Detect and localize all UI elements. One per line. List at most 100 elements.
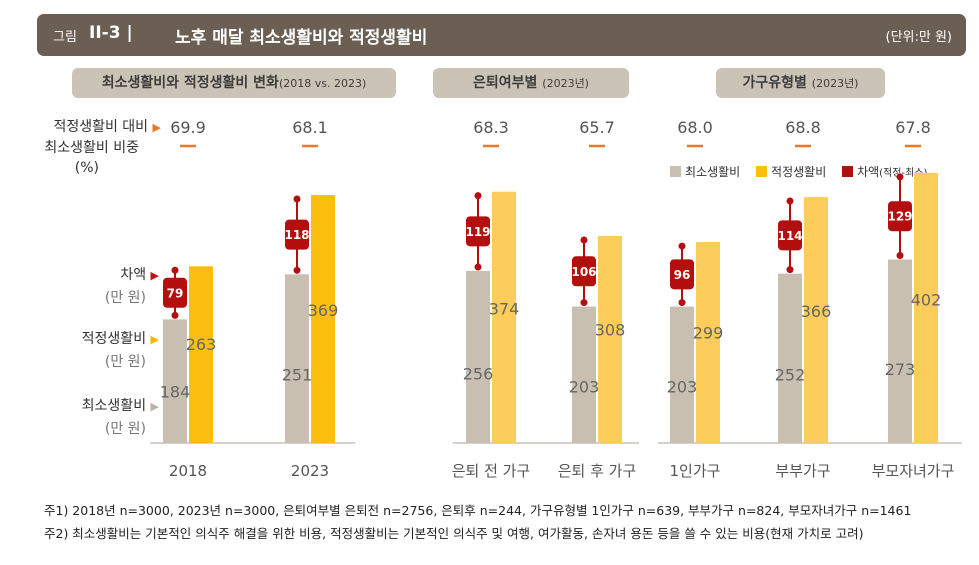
ratio-label: 67.8: [895, 118, 931, 137]
side-label-ratio: 적정생활비 대비 ▶: [53, 116, 161, 136]
bar-minimum: [163, 319, 187, 443]
value-label-minimum: 256: [463, 364, 494, 383]
category-label: 1인가구: [670, 462, 721, 480]
value-label-minimum: 203: [667, 378, 698, 397]
diff-label: 118: [284, 228, 309, 242]
diff-dot-top: [171, 266, 179, 274]
legend-item-diff: 차액(적정-최소): [842, 163, 927, 180]
ratio-label: 65.7: [579, 118, 615, 137]
diff-badge: [778, 220, 802, 251]
category-label: 2023: [291, 462, 329, 480]
bar-adequate: [598, 236, 622, 443]
figure-number: II-3 |: [89, 23, 133, 43]
side-label-adequate-unit-text: (만 원): [104, 354, 146, 370]
panel-tag-household-sub: (2023년): [811, 77, 859, 90]
diff-dot-top: [678, 242, 686, 250]
category-label: 2018: [169, 462, 207, 480]
panel-tag-change: 최소생활비와 적정생활비 변화(2018 vs. 2023): [72, 68, 396, 98]
diff-badge: [670, 259, 694, 290]
value-label-adequate: 299: [693, 324, 724, 343]
diff-dot-bottom: [293, 266, 301, 274]
value-label-minimum: 252: [775, 365, 806, 384]
side-label-ratio-line2: 최소생활비 비중: [44, 140, 139, 156]
bar-minimum: [466, 270, 490, 443]
legend-swatch-minimum: [670, 166, 681, 177]
category-label: 은퇴 전 가구: [452, 462, 531, 480]
side-label-ratio-line1: 적정생활비 대비: [53, 119, 149, 135]
diff-label: 79: [167, 286, 184, 300]
value-label-adequate: 366: [801, 302, 832, 321]
bar-adequate: [492, 191, 516, 443]
panel-tag-retire-title: 은퇴여부별: [473, 75, 538, 91]
side-label-ratio-2: 최소생활비 비중: [44, 137, 139, 157]
value-label-adequate: 308: [595, 321, 626, 340]
side-label-adequate-unit: (만 원): [105, 351, 146, 371]
bar-adequate: [189, 266, 213, 443]
side-label-minimum-unit: (만 원): [105, 418, 146, 438]
side-label-ratio-unit: (%): [75, 160, 99, 176]
value-label-minimum: 184: [160, 382, 191, 401]
diff-label: 96: [674, 268, 691, 282]
bar-adequate: [311, 195, 335, 443]
diff-dot-top: [293, 195, 301, 203]
panel-tag-retire: 은퇴여부별 (2023년): [433, 68, 629, 98]
bar-adequate: [804, 197, 828, 443]
ratio-label: 68.3: [473, 118, 509, 137]
side-label-diff-text: 차액: [120, 267, 147, 283]
diff-dot-top: [786, 197, 794, 205]
category-label: 부부가구: [775, 462, 830, 480]
diff-label: 129: [887, 210, 912, 224]
diff-badge: [888, 201, 912, 232]
bar-minimum: [888, 259, 912, 443]
legend: 최소생활비 적정생활비 차액(적정-최소): [670, 163, 927, 180]
diff-label: 114: [777, 229, 802, 243]
value-label-minimum: 273: [885, 360, 916, 379]
bar-minimum: [670, 306, 694, 443]
legend-label-diff-sub: (적정-최소): [879, 168, 928, 179]
legend-label-diff: 차액: [857, 165, 880, 179]
panel-tag-change-sub: (2018 vs. 2023): [278, 77, 367, 90]
side-label-adequate: 적정생활비 ▶: [82, 328, 159, 348]
diff-dot-bottom: [474, 263, 482, 271]
legend-swatch-diff: [842, 166, 854, 177]
diff-dot-top: [580, 236, 588, 244]
legend-item-adequate: 적정생활비: [756, 163, 826, 180]
bar-adequate: [696, 242, 720, 443]
panel-tag-household-title: 가구유형별: [742, 75, 807, 91]
figure-label: 그림: [53, 30, 77, 45]
minimum-arrow-icon: ▶: [150, 400, 159, 413]
ratio-label: 69.9: [170, 118, 206, 137]
side-label-minimum: 최소생활비 ▶: [82, 395, 159, 415]
diff-dot-bottom: [896, 252, 904, 260]
diff-dot-bottom: [580, 299, 588, 307]
bar-minimum: [285, 274, 309, 443]
ratio-label: 68.1: [292, 118, 328, 137]
legend-item-minimum: 최소생활비: [670, 163, 740, 180]
ratio-label: 68.0: [677, 118, 713, 137]
panel-tag-change-title: 최소생활비와 적정생활비 변화: [101, 75, 279, 91]
bar-minimum: [778, 273, 802, 443]
legend-label-adequate: 적정생활비: [771, 165, 827, 179]
diff-dot-top: [896, 173, 904, 181]
diff-dot-bottom: [678, 299, 686, 307]
side-label-adequate-text: 적정생활비: [81, 331, 147, 347]
ratio-label: 68.8: [785, 118, 821, 137]
diff-badge: [163, 277, 187, 308]
diff-label: 106: [571, 265, 596, 279]
diff-dot-bottom: [171, 311, 179, 319]
diff-dot-bottom: [786, 266, 794, 274]
ratio-arrow-icon: ▶: [152, 121, 161, 134]
unit-label: (단위:만 원): [885, 30, 953, 45]
diff-badge: [572, 256, 596, 287]
side-label-diff-unit: (만 원): [105, 287, 146, 307]
side-label-minimum-text: 최소생활비: [81, 398, 147, 414]
diff-label: 119: [465, 225, 490, 239]
value-label-adequate: 369: [308, 301, 339, 320]
category-label: 부모자녀가구: [872, 462, 955, 480]
category-label: 은퇴 후 가구: [558, 462, 637, 480]
title-bar: 그림 II-3 | 노후 매달 최소생활비와 적정생활비 (단위:만 원): [37, 14, 966, 56]
diff-badge: [285, 219, 309, 250]
value-label-adequate: 402: [911, 290, 942, 309]
value-label-minimum: 251: [282, 366, 313, 385]
